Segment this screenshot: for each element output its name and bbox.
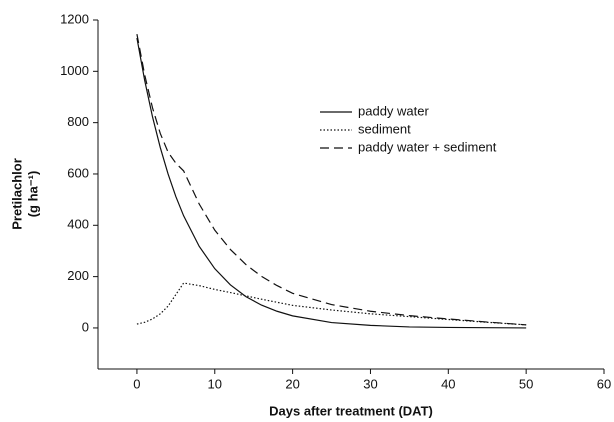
x-axis-label: Days after treatment (DAT) [269,403,433,418]
y-tick-label: 800 [67,114,89,129]
y-tick-label: 200 [67,268,89,283]
line [136,282,527,326]
y-tick-label: 1000 [60,63,89,78]
y-tick-label: 0 [82,319,89,334]
y-tick-label: 600 [67,165,89,180]
x-tick-label: 40 [441,376,455,391]
y-axis-label: Pretilachlor [9,158,24,230]
x-tick-label: 60 [597,376,611,391]
legend-label: sediment [358,121,411,136]
x-tick-label: 0 [133,376,140,391]
legend-label: paddy water + sediment [358,139,497,154]
x-tick-label: 30 [363,376,377,391]
y-tick-label: 1200 [60,11,89,26]
x-tick-label: 20 [285,376,299,391]
line [136,34,527,326]
line [136,37,527,329]
y-axis-unit: (g ha⁻¹) [25,171,40,218]
x-tick-label: 50 [519,376,533,391]
legend-label: paddy water [358,103,429,118]
x-tick-label: 10 [208,376,222,391]
y-tick-label: 400 [67,217,89,232]
